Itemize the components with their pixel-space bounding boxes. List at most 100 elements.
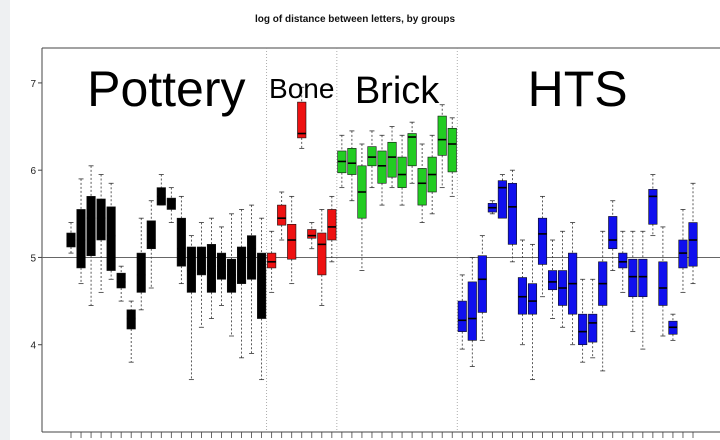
box-body [166, 197, 176, 210]
box-body [96, 198, 106, 241]
box-pottery-1 [66, 222, 76, 254]
box-body [397, 156, 407, 188]
box-hts-8 [527, 243, 538, 381]
box-hts-24 [688, 182, 698, 285]
box-body [638, 258, 648, 298]
y-tick-label: 4 [30, 341, 36, 352]
box-bone-1 [267, 230, 277, 293]
box-pottery-12 [176, 195, 186, 285]
group-labels: Pottery Bone Brick HTS [87, 61, 628, 117]
box-brick-7 [397, 134, 407, 206]
box-brick-10 [427, 134, 437, 215]
box-hts-1 [457, 274, 467, 350]
box-body [236, 246, 247, 284]
box-brick-6 [387, 126, 397, 189]
box-body [457, 300, 467, 332]
box-body [578, 313, 588, 346]
box-body [297, 101, 307, 139]
box-brick-12 [447, 117, 457, 197]
box-body [257, 252, 267, 319]
box-bone-4 [297, 86, 307, 149]
box-pottery-15 [206, 217, 217, 319]
chart-card: log of distance between letters, by grou… [10, 0, 720, 440]
box-body [277, 204, 287, 226]
box-pottery-4 [96, 174, 106, 293]
box-hts-7 [517, 239, 528, 346]
box-body [186, 246, 196, 293]
box-bone-5 [307, 222, 317, 250]
group-label-pottery: Pottery [87, 61, 245, 117]
box-body [387, 141, 397, 178]
y-axis: 4 5 6 7 [30, 79, 42, 352]
box-body [618, 252, 628, 269]
box-pottery-18 [236, 209, 247, 359]
box-hts-13 [578, 278, 588, 363]
box-body [407, 133, 417, 167]
box-body [467, 281, 477, 341]
box-group-bone [267, 86, 337, 306]
y-tick-label: 7 [30, 79, 36, 90]
box-pottery-6 [116, 265, 126, 302]
box-pottery-9 [146, 200, 156, 289]
box-body [377, 150, 387, 184]
box-series [66, 86, 698, 381]
box-pottery-10 [156, 174, 166, 206]
box-body [307, 229, 317, 239]
box-pottery-19 [247, 204, 257, 354]
box-brick-2 [347, 130, 357, 202]
box-body [507, 182, 517, 245]
box-brick-4 [367, 130, 377, 189]
box-hts-12 [568, 222, 578, 346]
box-brick-1 [337, 134, 347, 189]
box-hts-21 [658, 226, 668, 337]
y-tick-label: 6 [30, 166, 36, 177]
box-body [247, 235, 257, 280]
box-pottery-11 [166, 187, 176, 223]
box-body [347, 148, 357, 175]
box-pottery-20 [257, 217, 267, 381]
box-body [126, 309, 136, 330]
box-pottery-2 [76, 178, 86, 285]
box-pottery-14 [196, 222, 206, 328]
box-brick-11 [437, 104, 447, 189]
box-body [176, 217, 186, 267]
box-body [447, 127, 457, 173]
box-brick-8 [407, 121, 417, 184]
box-hts-5 [497, 174, 507, 219]
box-hts-9 [537, 195, 548, 298]
box-body [537, 217, 548, 265]
box-pottery-3 [86, 165, 96, 306]
box-bone-6 [317, 209, 327, 306]
box-body [327, 209, 337, 241]
box-hts-22 [668, 313, 678, 341]
box-body [136, 252, 146, 293]
box-body [688, 222, 698, 267]
group-separators [266, 48, 458, 432]
box-hts-3 [477, 235, 487, 341]
box-pottery-16 [216, 226, 227, 306]
box-body [608, 216, 618, 250]
box-body [547, 270, 558, 291]
box-body [116, 272, 126, 289]
group-label-hts: HTS [528, 61, 628, 117]
box-bone-2 [277, 191, 287, 241]
x-axis-ticks [70, 432, 694, 438]
box-hts-23 [678, 209, 688, 293]
box-hts-4 [487, 200, 497, 215]
box-body [417, 168, 427, 206]
box-body [106, 206, 116, 271]
box-bone-3 [287, 195, 297, 285]
box-hts-10 [547, 239, 558, 319]
box-brick-5 [377, 134, 387, 206]
box-hts-6 [507, 169, 517, 263]
box-hts-14 [588, 278, 598, 359]
plot-frame [41, 47, 720, 433]
box-body [628, 258, 638, 298]
box-body [367, 146, 377, 167]
box-body [287, 223, 297, 260]
box-body [678, 239, 688, 269]
box-hts-2 [467, 257, 477, 367]
box-body [477, 255, 487, 313]
box-pottery-8 [136, 217, 146, 311]
box-body [76, 209, 86, 269]
